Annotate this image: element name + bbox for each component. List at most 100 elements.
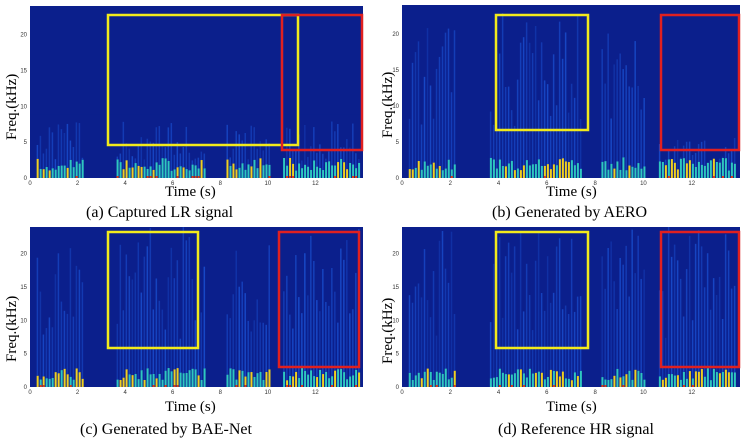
energy-streak: [247, 159, 249, 165]
energy-low-band: [679, 158, 682, 178]
energy-peak: [194, 176, 197, 178]
energy-low-band: [328, 161, 331, 178]
energy-streak: [450, 231, 453, 378]
energy-streak: [301, 313, 303, 368]
energy-streak: [325, 158, 327, 163]
energy-low-band: [637, 370, 640, 387]
energy-streak: [540, 42, 543, 166]
energy-streak: [48, 127, 51, 171]
energy-streak: [343, 147, 345, 163]
energy-streak: [244, 132, 246, 170]
y-tick-label: 20: [392, 32, 399, 38]
energy-low-band: [334, 370, 337, 387]
energy-streak: [546, 84, 549, 165]
energy-streak: [658, 144, 661, 162]
energy-low-band: [444, 168, 447, 178]
energy-low-band: [564, 161, 567, 178]
energy-low-band: [724, 369, 727, 387]
energy-peak: [730, 176, 733, 178]
energy-streak: [304, 253, 306, 371]
energy-streak: [289, 128, 291, 158]
energy-streak: [322, 269, 324, 375]
energy-low-band: [709, 380, 712, 387]
energy-streak: [631, 229, 633, 380]
energy-low-band: [453, 164, 456, 178]
energy-low-band: [116, 159, 119, 178]
energy-peak: [429, 385, 432, 387]
energy-streak: [426, 300, 429, 369]
panel-c: 0 5 10 15 20 0 2 4 6 8 10 12 Freq.(kHz) Time (s) (c…: [0, 221, 374, 442]
energy-peak: [149, 176, 152, 178]
energy-streak: [229, 157, 231, 166]
energy-low-band: [730, 162, 733, 178]
energy-streak: [658, 290, 661, 377]
energy-streak: [137, 144, 140, 166]
energy-low-band: [244, 376, 247, 387]
energy-streak: [358, 159, 360, 163]
energy-low-band: [411, 169, 414, 178]
energy-low-band: [241, 370, 244, 387]
energy-streak: [119, 244, 122, 380]
panel-a: 0 5 10 15 20 0 2 4 6 8 10 12 Freq.(kHz) Time (s) (a…: [0, 0, 374, 221]
energy-streak: [601, 256, 603, 378]
energy-streak: [531, 53, 534, 165]
energy-peak: [622, 385, 625, 387]
energy-low-band: [328, 378, 331, 387]
energy-low-band: [601, 161, 604, 178]
energy-peak: [289, 176, 292, 178]
energy-peak: [286, 176, 289, 178]
energy-low-band: [325, 162, 328, 178]
energy-peak: [352, 176, 355, 178]
energy-streak: [679, 278, 682, 380]
energy-low-band: [158, 164, 161, 178]
energy-streak: [194, 158, 197, 166]
energy-streak: [295, 150, 297, 171]
panel-b: 0 5 10 15 20 0 2 4 6 8 10 12 Freq.(kHz) Time (s) (b…: [374, 0, 748, 221]
y-tick-label: 0: [24, 385, 28, 391]
energy-low-band: [564, 378, 567, 387]
energy-streak: [179, 153, 182, 167]
energy-low-band: [492, 377, 495, 387]
energy-streak: [438, 240, 441, 373]
energy-streak: [513, 246, 516, 374]
energy-streak: [134, 158, 137, 164]
energy-streak: [622, 69, 624, 158]
energy-streak: [265, 324, 267, 372]
energy-streak: [573, 311, 576, 373]
energy-streak: [253, 127, 255, 160]
energy-low-band: [250, 166, 253, 178]
energy-low-band: [634, 167, 637, 178]
energy-streak: [682, 316, 685, 372]
energy-streak: [664, 337, 667, 378]
energy-streak: [522, 311, 525, 374]
energy-low-band: [51, 377, 54, 387]
energy-streak: [534, 260, 537, 373]
energy-low-band: [155, 162, 158, 178]
energy-streak: [161, 145, 164, 159]
energy-low-band: [727, 372, 730, 387]
energy-streak: [447, 28, 450, 160]
energy-streak: [676, 260, 679, 376]
energy-low-band: [423, 371, 426, 387]
energy-low-band: [352, 375, 355, 387]
energy-peak: [176, 385, 179, 387]
energy-streak: [322, 153, 324, 171]
energy-streak: [203, 266, 206, 369]
energy-streak: [561, 58, 564, 159]
energy-streak: [143, 256, 146, 380]
energy-streak: [718, 276, 721, 374]
energy-low-band: [501, 165, 504, 178]
x-tick-label: 4: [497, 181, 501, 187]
energy-streak: [697, 144, 700, 162]
energy-low-band: [134, 163, 137, 178]
energy-low-band: [552, 164, 555, 178]
energy-streak: [289, 314, 291, 376]
energy-low-band: [238, 167, 241, 178]
energy-low-band: [152, 169, 155, 178]
energy-low-band: [712, 158, 715, 178]
energy-streak: [140, 137, 143, 167]
energy-streak: [54, 159, 57, 170]
energy-streak: [185, 240, 188, 373]
energy-low-band: [733, 163, 736, 178]
energy-streak: [727, 153, 730, 171]
